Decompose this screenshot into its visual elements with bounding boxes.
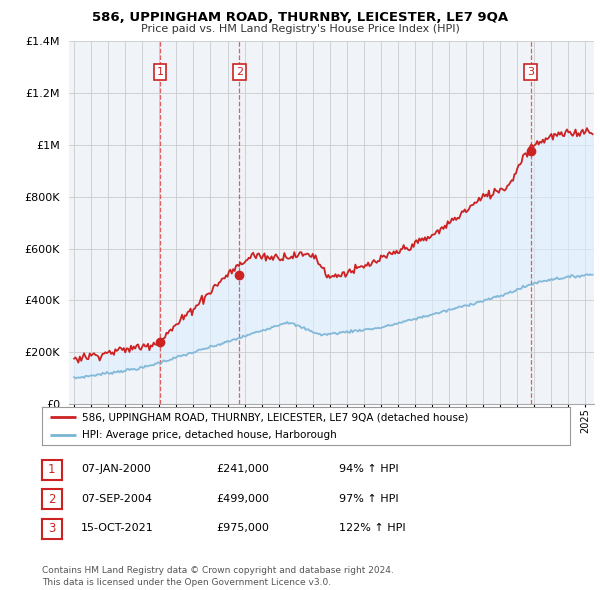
Text: Contains HM Land Registry data © Crown copyright and database right 2024.
This d: Contains HM Land Registry data © Crown c… bbox=[42, 566, 394, 587]
Text: 122% ↑ HPI: 122% ↑ HPI bbox=[339, 523, 406, 533]
Text: 97% ↑ HPI: 97% ↑ HPI bbox=[339, 494, 398, 503]
Text: 1: 1 bbox=[157, 67, 163, 77]
Text: £499,000: £499,000 bbox=[216, 494, 269, 503]
Text: 586, UPPINGHAM ROAD, THURNBY, LEICESTER, LE7 9QA (detached house): 586, UPPINGHAM ROAD, THURNBY, LEICESTER,… bbox=[82, 412, 468, 422]
Text: 2: 2 bbox=[236, 67, 243, 77]
Text: 94% ↑ HPI: 94% ↑ HPI bbox=[339, 464, 398, 474]
Text: 07-JAN-2000: 07-JAN-2000 bbox=[81, 464, 151, 474]
Text: 3: 3 bbox=[48, 522, 56, 535]
Text: £975,000: £975,000 bbox=[216, 523, 269, 533]
Text: 1: 1 bbox=[48, 463, 56, 476]
Text: HPI: Average price, detached house, Harborough: HPI: Average price, detached house, Harb… bbox=[82, 430, 337, 440]
Text: 15-OCT-2021: 15-OCT-2021 bbox=[81, 523, 154, 533]
Text: £241,000: £241,000 bbox=[216, 464, 269, 474]
Text: 07-SEP-2004: 07-SEP-2004 bbox=[81, 494, 152, 503]
Text: 586, UPPINGHAM ROAD, THURNBY, LEICESTER, LE7 9QA: 586, UPPINGHAM ROAD, THURNBY, LEICESTER,… bbox=[92, 11, 508, 24]
Text: Price paid vs. HM Land Registry's House Price Index (HPI): Price paid vs. HM Land Registry's House … bbox=[140, 24, 460, 34]
Text: 2: 2 bbox=[48, 493, 56, 506]
Text: 3: 3 bbox=[527, 67, 534, 77]
